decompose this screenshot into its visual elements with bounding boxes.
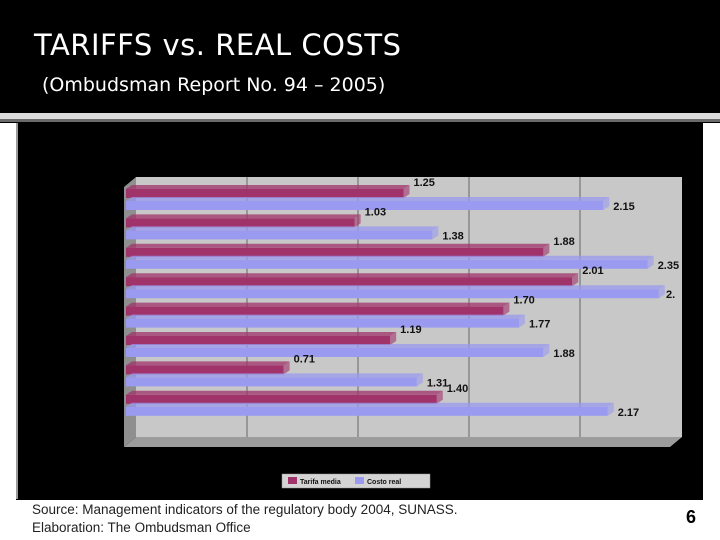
- bar-tarifa-media: [126, 394, 437, 404]
- elaboration-line: Elaboration: The Ombudsman Office: [32, 520, 251, 535]
- source-note: Source: Management indicators of the reg…: [32, 501, 458, 537]
- bar-tarifa-media-top: [126, 390, 443, 395]
- data-label-tarifa-media: 1.25: [414, 177, 435, 189]
- legend-swatch-tarifa-media: [288, 477, 297, 484]
- bar-costo-real: [126, 318, 519, 328]
- data-label-tarifa-media: 1.19: [400, 324, 421, 336]
- bar-costo-real: [126, 348, 544, 357]
- bar-tarifa-media: [126, 336, 391, 345]
- bar-costo-real: [126, 377, 417, 387]
- bar-costo-real-cap: [416, 373, 423, 387]
- slide-title: TARIFFS vs. REAL COSTS: [34, 28, 402, 62]
- bar-costo-real-cap: [543, 344, 550, 357]
- data-label-costo-real: 1.77: [529, 319, 550, 331]
- source-line: Source: Management indicators of the reg…: [32, 502, 458, 517]
- bar-costo-real-top: [126, 373, 423, 378]
- bar-tarifa-media: [126, 218, 355, 228]
- data-label-tarifa-media: 1.40: [447, 383, 468, 395]
- data-label-tarifa-media: 0.71: [294, 353, 315, 365]
- bar-tarifa-media-cap: [403, 185, 410, 198]
- data-label-tarifa-media: 1.88: [553, 236, 574, 248]
- title-divider-shadow: [0, 119, 720, 122]
- bar-costo-real: [126, 201, 604, 210]
- bar-tarifa-media-top: [126, 214, 361, 219]
- data-label-costo-real: 1.31: [427, 377, 448, 389]
- data-label-costo-real: 1.88: [553, 348, 574, 360]
- data-label-costo-real: 2.: [666, 289, 675, 301]
- left-margin: [0, 123, 16, 500]
- plot-floor: [124, 437, 682, 447]
- bar-costo-real: [126, 406, 608, 416]
- bar-tarifa-media-top: [126, 332, 397, 336]
- bar-costo-real-top: [126, 314, 525, 319]
- bar-costo-real-top: [126, 255, 654, 260]
- bar-costo-real-cap: [607, 402, 614, 416]
- bar-tarifa-media: [126, 365, 284, 375]
- page-number: 6: [686, 507, 697, 527]
- bar-tarifa-media-top: [126, 243, 550, 248]
- bar-tarifa-media: [126, 306, 504, 316]
- bar-costo-real-top: [126, 197, 610, 201]
- bar-costo-real-cap: [432, 226, 439, 240]
- data-label-costo-real: 2.17: [618, 407, 639, 419]
- bar-tarifa-media-cap: [436, 390, 443, 404]
- bar-costo-real-top: [126, 402, 614, 407]
- legend-label-tarifa-media: Tarifa media: [300, 479, 341, 486]
- bar-tarifa-media-top: [126, 185, 410, 189]
- bar-costo-real-cap: [518, 314, 525, 328]
- bar-costo-real-cap: [658, 285, 665, 299]
- footer-area: [0, 500, 720, 540]
- bar-costo-real: [126, 230, 433, 240]
- data-label-tarifa-media: 1.03: [365, 206, 386, 218]
- data-label-costo-real: 2.15: [613, 201, 634, 213]
- bar-costo-real: [126, 259, 648, 269]
- data-label-costo-real: 2.35: [658, 260, 679, 272]
- bar-costo-real-top: [126, 285, 665, 290]
- bar-costo-real-top: [126, 344, 550, 348]
- bar-tarifa-media-cap: [503, 302, 510, 316]
- bar-tarifa-media-cap: [543, 243, 550, 257]
- bar-tarifa-media-cap: [283, 361, 290, 375]
- bar-costo-real-cap: [647, 255, 654, 269]
- bar-costo-real-top: [126, 226, 439, 231]
- bar-tarifa-media: [126, 277, 573, 287]
- bar-costo-real: [126, 289, 659, 299]
- data-label-costo-real: 1.38: [442, 230, 463, 242]
- title-divider: [0, 113, 720, 119]
- chart-area: 1.25 2.15 1.03 1.38 1.88 2.35 2.01 2. 1.70 1.77 1.…: [18, 123, 703, 501]
- bar-tarifa-media: [126, 189, 404, 198]
- data-label-tarifa-media: 2.01: [582, 265, 603, 277]
- bar-tarifa-media-top: [126, 273, 579, 278]
- bar-tarifa-media-cap: [572, 273, 579, 287]
- bar-chart: 1.25 2.15 1.03 1.38 1.88 2.35 2.01 2. 1.70 1.77 1.…: [124, 177, 682, 489]
- bar-tarifa-media: [126, 247, 544, 257]
- bar-tarifa-media-cap: [390, 332, 397, 345]
- bar-tarifa-media-top: [126, 361, 290, 366]
- bar-tarifa-media-top: [126, 302, 510, 307]
- legend-swatch-costo-real: [355, 477, 364, 484]
- slide-subtitle: (Ombudsman Report No. 94 – 2005): [42, 74, 386, 96]
- chart-frame-edge: [16, 123, 19, 499]
- bar-tarifa-media-cap: [354, 214, 361, 228]
- legend-label-costo-real: Costo real: [367, 479, 401, 486]
- bar-costo-real-cap: [603, 197, 610, 210]
- data-label-tarifa-media: 1.70: [513, 295, 534, 307]
- right-margin: [703, 123, 720, 500]
